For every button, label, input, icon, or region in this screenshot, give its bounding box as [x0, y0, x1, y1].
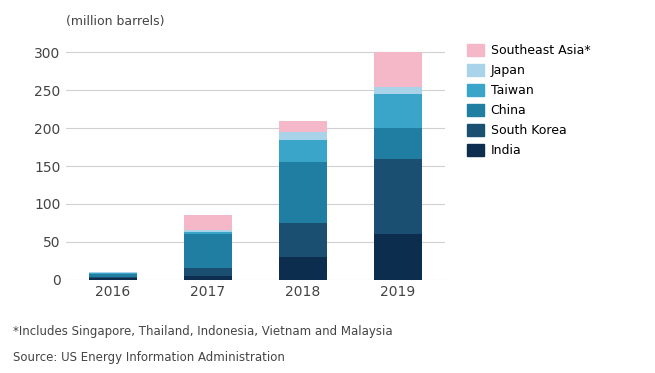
Bar: [89, 278, 137, 280]
Bar: [374, 53, 422, 87]
Bar: [374, 159, 422, 234]
Legend: Southeast Asia*, Japan, Taiwan, China, South Korea, India: Southeast Asia*, Japan, Taiwan, China, S…: [467, 44, 590, 157]
Bar: [184, 269, 232, 276]
Bar: [374, 234, 422, 280]
Bar: [184, 215, 232, 230]
Bar: [89, 273, 137, 274]
Bar: [184, 230, 232, 232]
Bar: [279, 162, 327, 223]
Bar: [279, 257, 327, 280]
Bar: [374, 94, 422, 128]
Bar: [184, 234, 232, 269]
Bar: [279, 132, 327, 140]
Bar: [184, 276, 232, 280]
Bar: [89, 274, 137, 278]
Bar: [279, 120, 327, 132]
Bar: [184, 232, 232, 234]
Bar: [89, 272, 137, 273]
Bar: [374, 87, 422, 94]
Bar: [279, 140, 327, 162]
Bar: [374, 128, 422, 159]
Text: (million barrels): (million barrels): [66, 15, 164, 28]
Text: Source: US Energy Information Administration: Source: US Energy Information Administra…: [13, 351, 285, 364]
Bar: [279, 223, 327, 257]
Text: *Includes Singapore, Thailand, Indonesia, Vietnam and Malaysia: *Includes Singapore, Thailand, Indonesia…: [13, 325, 393, 338]
